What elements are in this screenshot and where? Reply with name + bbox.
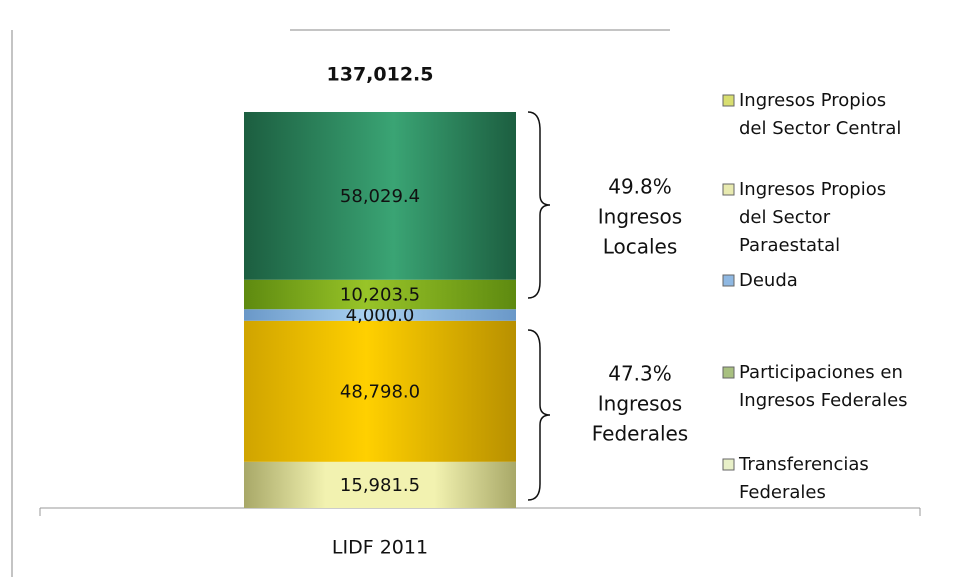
legend-swatch xyxy=(722,458,735,471)
annotation: Ingresos xyxy=(598,392,682,416)
legend-label: Participaciones en Ingresos Federales xyxy=(739,362,908,411)
value-label: 4,000.0 xyxy=(346,305,415,326)
legend-swatch xyxy=(722,274,735,287)
legend-swatch xyxy=(722,366,735,379)
annotation: Locales xyxy=(603,235,678,259)
legend-label: Ingresos Propios del Sector Central xyxy=(739,90,901,139)
bar-segment xyxy=(244,309,516,321)
annotation: 47.3% xyxy=(608,362,672,386)
value-label: 58,029.4 xyxy=(340,186,420,207)
value-label: 48,798.0 xyxy=(340,381,420,402)
bracket xyxy=(527,329,551,501)
x-tick-label: LIDF 2011 xyxy=(332,537,428,559)
legend-swatch xyxy=(722,183,735,196)
annotation: 49.8% xyxy=(608,175,672,199)
bracket xyxy=(527,111,551,299)
bar-segment xyxy=(244,279,516,310)
legend-swatch xyxy=(722,94,735,107)
legend-label: Deuda xyxy=(739,270,798,291)
bar-segment xyxy=(244,461,516,508)
bar-segment xyxy=(244,320,516,462)
legend-label: Ingresos Propios del Sector Paraestatal xyxy=(739,179,886,256)
total-label: 137,012.5 xyxy=(327,64,434,86)
value-label: 15,981.5 xyxy=(340,475,420,496)
value-label: 10,203.5 xyxy=(340,284,420,305)
annotation: Ingresos xyxy=(598,205,682,229)
annotation: Federales xyxy=(592,422,688,446)
legend-label: Transferencias Federales xyxy=(738,454,869,503)
bar-segment xyxy=(244,112,516,280)
